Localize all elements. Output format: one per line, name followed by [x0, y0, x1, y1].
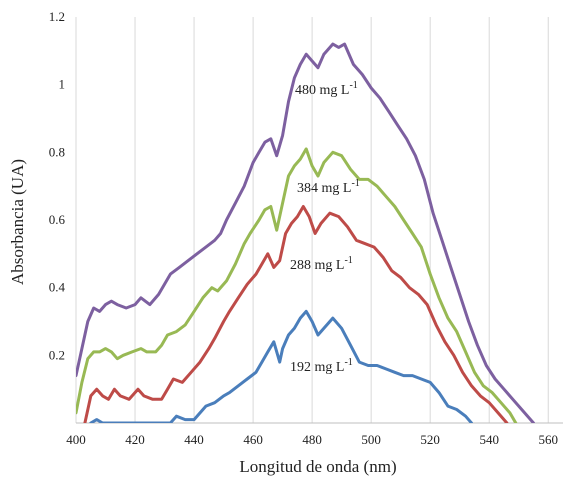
x-tick-label-460: 460	[243, 432, 263, 447]
series-label-2: 288 mg L-1	[290, 255, 353, 273]
series-label-superscript: -1	[351, 178, 359, 189]
x-tick-label-540: 540	[479, 432, 499, 447]
series-line-2	[83, 205, 509, 423]
y-tick-label-1: 1	[59, 77, 66, 92]
series-label-superscript: -1	[344, 255, 352, 266]
y-axis-title: Absorbancia (UA)	[8, 159, 27, 285]
series-label-4: 480 mg L-1	[295, 80, 358, 98]
x-tick-label-560: 560	[538, 432, 558, 447]
series-label-superscript: -1	[344, 357, 352, 368]
series-label-1: 192 mg L-1	[290, 357, 353, 375]
series-label-superscript: -1	[349, 80, 357, 91]
y-tick-label-0.6: 0.6	[49, 212, 66, 227]
tick-layer: 400 420 440 460 480 500 520 540 560 0.2 0.4 0.6 0.8 1…	[49, 9, 558, 447]
y-tick-label-0.8: 0.8	[49, 144, 65, 159]
x-tick-label-480: 480	[302, 432, 322, 447]
y-tick-label-0.2: 0.2	[49, 347, 65, 362]
series-line-4	[76, 42, 535, 423]
y-tick-label-1.2: 1.2	[49, 9, 65, 24]
series-line-3	[76, 147, 518, 423]
series-line-1	[89, 309, 473, 423]
y-tick-label-0.4: 0.4	[49, 280, 66, 295]
series-label-3: 384 mg L-1	[297, 178, 360, 196]
series-label-text: 480 mg L	[295, 83, 349, 98]
series-label-text: 288 mg L	[290, 258, 344, 273]
x-tick-label-400: 400	[66, 432, 86, 447]
series-layer	[76, 42, 535, 423]
x-tick-label-440: 440	[184, 432, 204, 447]
x-tick-label-520: 520	[420, 432, 440, 447]
x-tick-label-420: 420	[125, 432, 145, 447]
x-axis-title: Longitud de onda (nm)	[239, 457, 396, 476]
series-label-text: 192 mg L	[290, 360, 344, 375]
grid-layer	[75, 17, 549, 423]
x-tick-label-500: 500	[361, 432, 381, 447]
series-label-text: 384 mg L	[297, 181, 351, 196]
